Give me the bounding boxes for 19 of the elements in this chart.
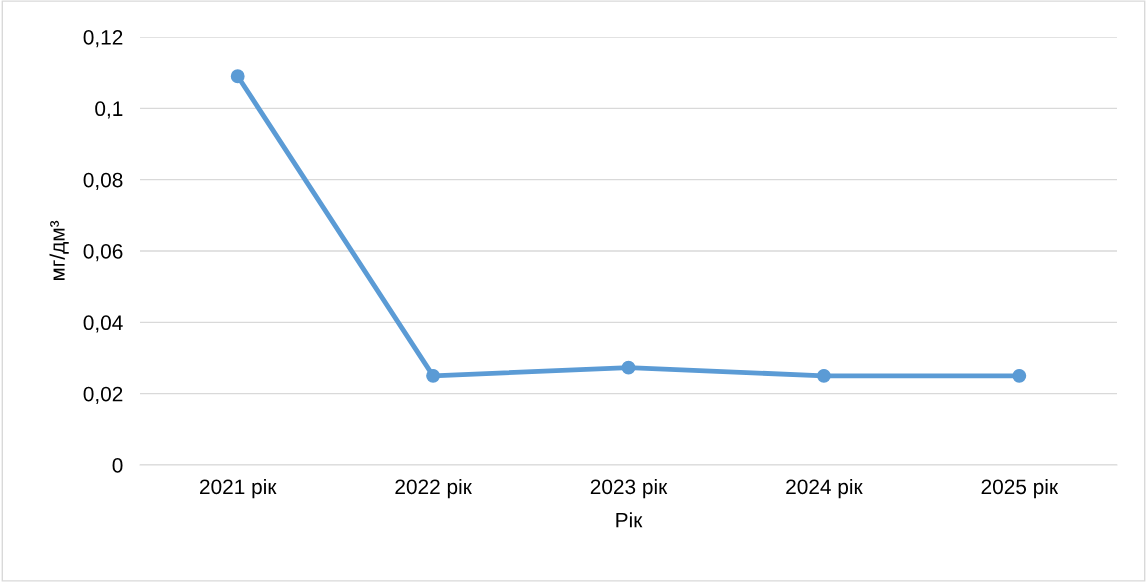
point <box>621 360 636 375</box>
x-tick-label: 2023 рік <box>590 478 668 499</box>
y-tick-label: 0,06 <box>83 244 123 262</box>
x-tick-label: 2021 рік <box>200 478 277 499</box>
x-tick-label: 2024 рік <box>786 478 863 499</box>
x-tick-label: 2022 рік <box>395 478 472 499</box>
point <box>816 368 831 383</box>
y-axis-title: мг/дм³ <box>49 220 69 281</box>
x-axis-title: Рік <box>616 512 643 528</box>
x-tick-label: 2025 рік <box>981 478 1059 499</box>
point <box>230 69 245 84</box>
y-tick-label: 0,02 <box>83 386 123 404</box>
y-tick-label: 0,1 <box>95 101 123 119</box>
y-tick-label: 0,04 <box>83 315 123 333</box>
point <box>1012 368 1027 383</box>
y-tick-label: 0 <box>112 458 123 473</box>
y-tick-label: 0,12 <box>83 30 123 48</box>
point <box>426 368 441 383</box>
y-tick-label: 0,08 <box>83 172 123 190</box>
